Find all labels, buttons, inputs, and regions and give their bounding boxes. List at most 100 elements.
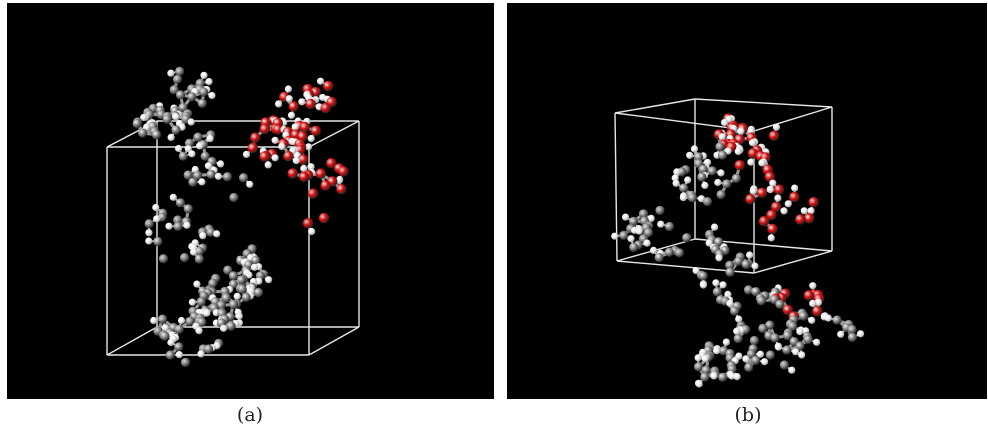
hydrogen-atom bbox=[196, 142, 204, 150]
oxygen-atom bbox=[770, 201, 782, 213]
hydrogen-atom bbox=[711, 223, 719, 231]
hydrogen-atom bbox=[167, 338, 175, 347]
hydrogen-atom bbox=[195, 327, 203, 335]
carbon-atom bbox=[712, 287, 722, 297]
hydrogen-atom bbox=[809, 282, 817, 290]
hydrogen-atom bbox=[657, 220, 665, 228]
oxygen-atom bbox=[336, 184, 347, 195]
carbon-atom bbox=[744, 362, 754, 372]
carbon-atom bbox=[733, 333, 743, 344]
carbon-atom bbox=[251, 255, 261, 265]
hydrogen-atom bbox=[246, 180, 254, 188]
carbon-atom bbox=[222, 172, 232, 182]
oxygen-atom bbox=[808, 197, 819, 208]
hydrogen-atom bbox=[798, 351, 806, 359]
molecule-a bbox=[132, 66, 349, 367]
carbon-atom bbox=[158, 314, 168, 324]
oxygen-atom bbox=[756, 187, 768, 198]
oxygen-atom bbox=[734, 160, 745, 171]
carbon-atom bbox=[194, 254, 204, 264]
oxygen-atom bbox=[298, 171, 310, 182]
hydrogen-atom bbox=[278, 142, 286, 151]
carbon-atom bbox=[216, 300, 226, 310]
hydrogen-atom bbox=[285, 95, 293, 103]
carbon-atom bbox=[200, 151, 210, 161]
hydrogen-atom bbox=[733, 373, 741, 381]
hydrogen-atom bbox=[695, 380, 703, 388]
carbon-atom bbox=[629, 242, 639, 252]
hydrogen-atom bbox=[769, 179, 777, 187]
hydrogen-atom bbox=[672, 179, 680, 187]
hydrogen-atom bbox=[193, 280, 201, 288]
carbon-atom bbox=[221, 293, 231, 303]
hydrogen-atom bbox=[169, 193, 177, 201]
carbon-atom bbox=[779, 360, 789, 370]
carbon-atom bbox=[847, 332, 857, 342]
hydrogen-atom bbox=[701, 181, 709, 189]
hydrogen-atom bbox=[824, 314, 832, 322]
hydrogen-atom bbox=[735, 315, 743, 323]
hydrogen-atom bbox=[791, 184, 799, 192]
hydrogen-atom bbox=[205, 78, 213, 86]
carbon-atom bbox=[174, 342, 184, 352]
hydrogen-atom bbox=[767, 234, 775, 242]
hydrogen-atom bbox=[713, 347, 721, 355]
hydrogen-atom bbox=[255, 277, 263, 285]
hydrogen-atom bbox=[647, 214, 655, 222]
atoms bbox=[132, 66, 349, 367]
carbon-atom bbox=[731, 173, 741, 183]
hydrogen-atom bbox=[188, 150, 196, 158]
carbon-atom bbox=[180, 357, 191, 367]
oxygen-atom bbox=[318, 212, 330, 224]
carbon-atom bbox=[239, 173, 249, 183]
hydrogen-atom bbox=[719, 281, 727, 289]
hydrogen-atom bbox=[742, 355, 750, 363]
hydrogen-atom bbox=[726, 299, 734, 307]
hydrogen-atom bbox=[167, 133, 175, 141]
carbon-atom bbox=[229, 299, 239, 310]
hydrogen-atom bbox=[140, 113, 148, 121]
oxygen-atom bbox=[804, 213, 815, 224]
carbon-atom bbox=[782, 345, 792, 355]
hydrogen-atom bbox=[673, 168, 681, 176]
carbon-atom bbox=[758, 323, 768, 333]
carbon-atom bbox=[714, 237, 724, 247]
hydrogen-atom bbox=[643, 239, 651, 247]
oxygen-atom bbox=[766, 209, 777, 221]
hydrogen-atom bbox=[204, 162, 212, 170]
carbon-atom bbox=[132, 118, 142, 129]
hydrogen-atom bbox=[720, 118, 729, 127]
carbon-atom bbox=[180, 253, 190, 263]
oxygen-atom bbox=[283, 151, 294, 162]
carbon-atom bbox=[775, 299, 785, 309]
hydrogen-atom bbox=[766, 186, 774, 194]
hydrogen-atom bbox=[308, 227, 316, 236]
oxygen-atom bbox=[764, 171, 776, 182]
hydrogen-atom bbox=[143, 123, 151, 131]
hydrogen-atom bbox=[699, 281, 707, 289]
hydrogen-atom bbox=[788, 366, 796, 374]
caption-a: (a) bbox=[236, 404, 264, 426]
carbon-atom bbox=[638, 209, 649, 219]
hydrogen-atom bbox=[287, 111, 296, 119]
hydrogen-atom bbox=[190, 248, 198, 256]
hydrogen-atom bbox=[220, 324, 228, 332]
oxygen-atom bbox=[247, 142, 258, 154]
carbon-atom bbox=[175, 198, 185, 208]
hydrogen-atom bbox=[177, 316, 186, 325]
hydrogen-atom bbox=[761, 358, 769, 366]
oxygen-atom bbox=[297, 154, 309, 165]
carbon-atom bbox=[687, 193, 697, 203]
carbon-atom bbox=[628, 216, 639, 226]
hydrogen-atom bbox=[749, 187, 757, 195]
carbon-atom bbox=[160, 331, 170, 341]
hydrogen-atom bbox=[167, 69, 175, 77]
hydrogen-atom bbox=[694, 354, 702, 362]
oxygen-atom bbox=[305, 98, 316, 110]
carbon-atom bbox=[664, 247, 674, 257]
atoms bbox=[611, 113, 865, 388]
hydrogen-atom bbox=[733, 327, 741, 335]
hydrogen-atom bbox=[291, 123, 299, 131]
carbon-atom bbox=[241, 292, 251, 302]
hydrogen-atom bbox=[145, 237, 153, 245]
